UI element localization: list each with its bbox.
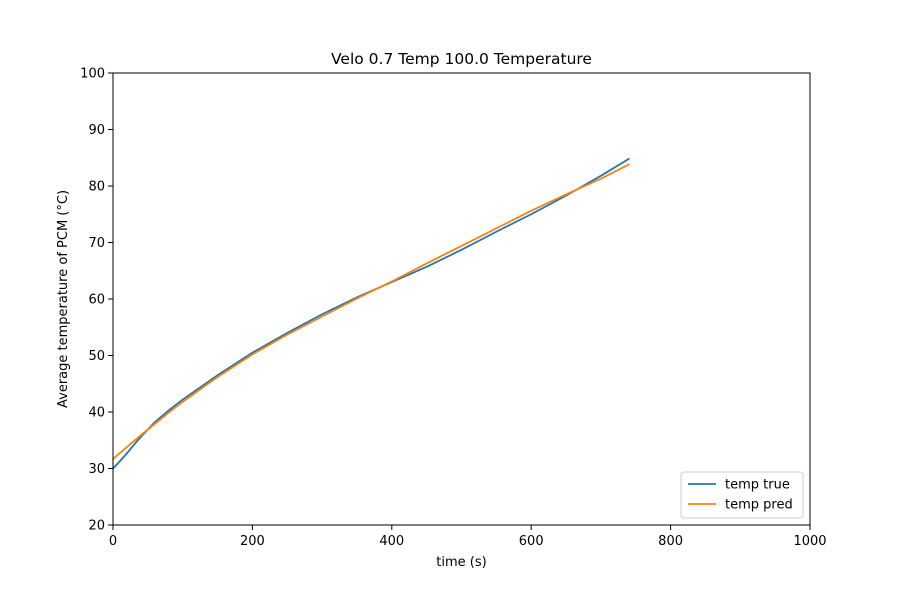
- series-line-temp-true: [112, 157, 630, 470]
- x-tick-label: 400: [379, 534, 404, 549]
- x-axis-title: time (s): [436, 555, 486, 570]
- y-axis: 20 30 40 50 60 70 80 90 100: [80, 67, 113, 534]
- y-axis-title: Average temperature of PCM (°C): [56, 190, 71, 408]
- x-tick-label: 200: [240, 534, 265, 549]
- y-tick-label: 80: [88, 180, 105, 195]
- x-tick-label: 0: [109, 534, 117, 549]
- x-axis: 0 200 400 600 800 1000: [109, 525, 827, 549]
- y-tick-label: 100: [80, 67, 105, 82]
- legend-label: temp pred: [725, 498, 793, 513]
- x-tick-label: 600: [519, 534, 544, 549]
- y-tick-label: 90: [88, 123, 105, 138]
- y-tick-label: 50: [88, 349, 105, 364]
- x-tick-label: 1000: [793, 534, 826, 549]
- series-layer: [112, 157, 630, 470]
- chart-title: Velo 0.7 Temp 100.0 Temperature: [331, 50, 592, 68]
- y-tick-label: 70: [88, 236, 105, 251]
- plot-frame: [112, 72, 811, 526]
- y-tick-label: 40: [88, 406, 105, 421]
- y-tick-label: 60: [88, 293, 105, 308]
- y-tick-label: 20: [88, 519, 105, 534]
- legend: temp true temp pred: [680, 471, 804, 519]
- y-tick-label: 30: [88, 462, 105, 477]
- x-tick-label: 800: [658, 534, 683, 549]
- series-line-temp-pred: [112, 163, 630, 460]
- legend-label: temp true: [725, 478, 790, 493]
